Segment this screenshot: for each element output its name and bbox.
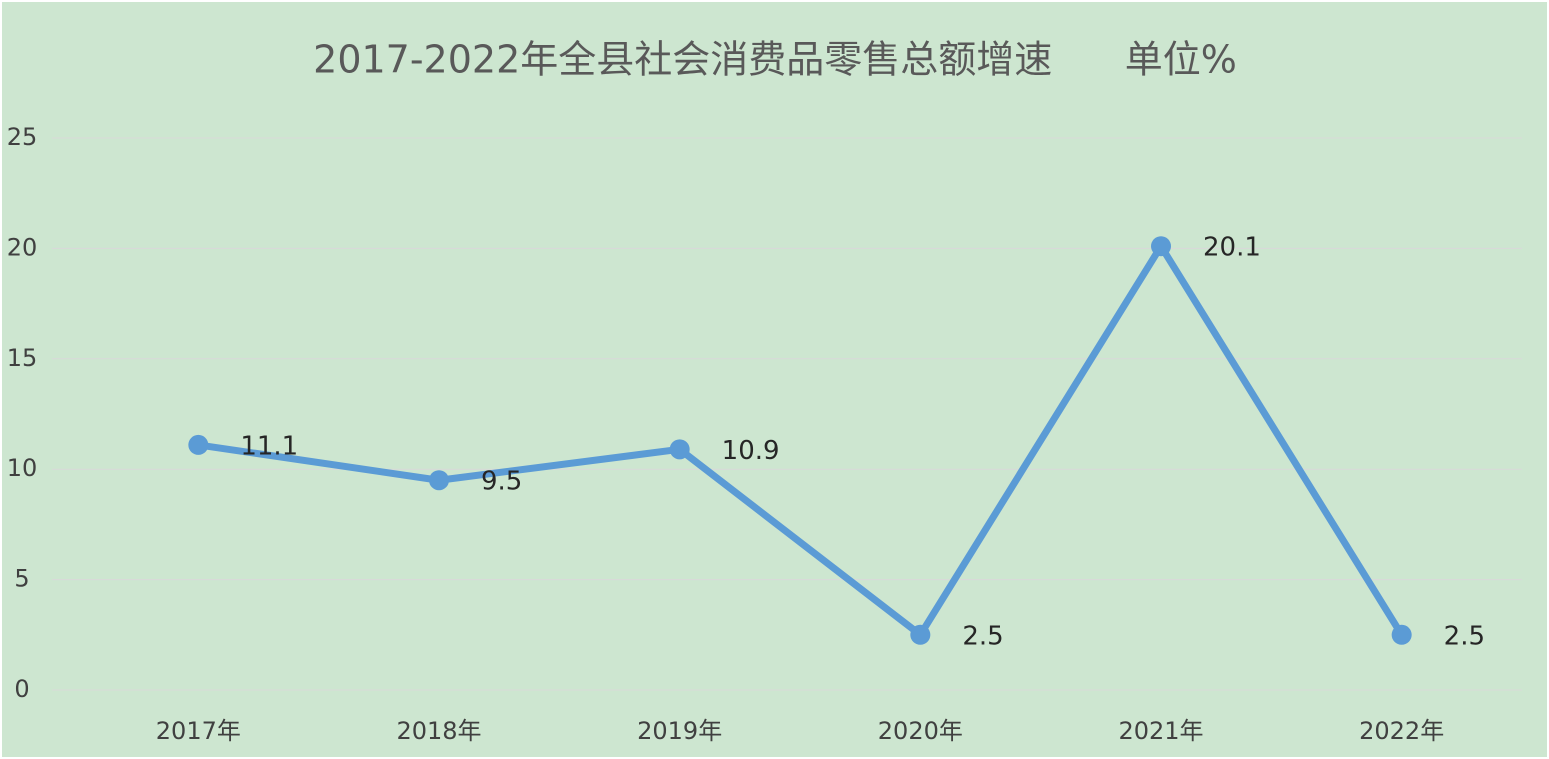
data-label: 20.1 (1203, 233, 1261, 263)
line (197, 242, 1405, 639)
y-tick-label: 25 (7, 123, 38, 151)
x-tick-label: 2020年 (878, 717, 963, 745)
data-label: 10.9 (722, 436, 780, 466)
x-tick-label: 2021年 (1118, 717, 1203, 745)
y-tick-label: 15 (7, 344, 38, 372)
chart-title: 2017-2022年全县社会消费品零售总额增速 单位% (313, 38, 1237, 82)
x-tick-label: 2019年 (637, 717, 722, 745)
data-label: 2.5 (1444, 621, 1485, 651)
marker (429, 470, 449, 491)
x-tick-label: 2022年 (1359, 717, 1444, 745)
data-label: 9.5 (481, 467, 522, 497)
y-tick-label: 5 (14, 565, 29, 593)
marker (910, 624, 931, 645)
y-tick-label: 20 (7, 233, 38, 261)
data-label: 11.1 (240, 431, 298, 461)
y-tick-label: 10 (7, 454, 38, 482)
marker (188, 434, 209, 455)
x-tick-label: 2017年 (156, 717, 241, 745)
marker (669, 439, 690, 460)
x-tick-label: 2018年 (396, 717, 481, 745)
marker (1151, 236, 1171, 257)
marker (1391, 624, 1412, 645)
y-tick-label: 0 (14, 675, 29, 703)
data-label: 2.5 (962, 621, 1003, 651)
